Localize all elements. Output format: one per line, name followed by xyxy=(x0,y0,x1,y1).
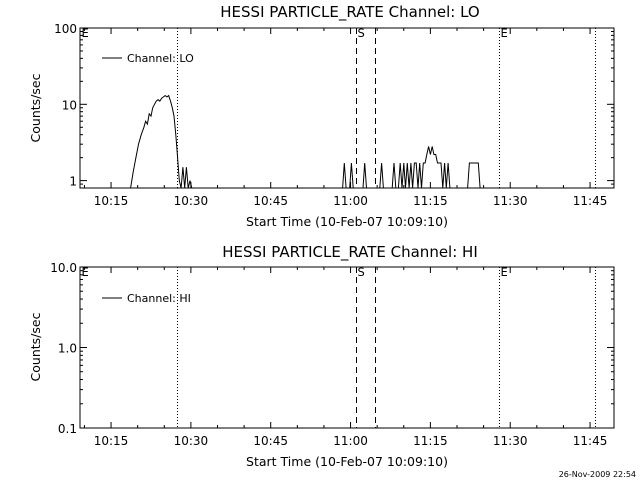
y-tick-label: 1.0 xyxy=(58,342,77,356)
marker-label: E xyxy=(501,26,508,40)
legend: Channel: LO xyxy=(102,52,194,65)
y-tick-label: 1 xyxy=(69,175,77,189)
x-axis-label: Start Time (10-Feb-07 10:09:10) xyxy=(246,214,448,229)
hi-channel-panel: HESSI PARTICLE_RATE Channel: HI E S E 10:1… xyxy=(28,243,615,469)
x-tick-label: 10:30 xyxy=(174,194,209,208)
x-tick-label: 11:30 xyxy=(493,194,528,208)
x-tick-label: 10:30 xyxy=(174,434,209,448)
y-tick-label: 10.0 xyxy=(50,261,77,275)
marker-label: S xyxy=(358,26,365,40)
x-tick-label: 11:00 xyxy=(333,194,368,208)
legend-label: Channel: HI xyxy=(127,292,191,305)
x-tick-label: 11:30 xyxy=(493,434,528,448)
x-tick-label: 10:15 xyxy=(94,194,129,208)
lo-channel-panel: HESSI PARTICLE_RATE Channel: LO E S E 10:1… xyxy=(28,3,615,229)
y-tick-label: 10 xyxy=(62,98,77,112)
marker-label: E xyxy=(82,265,89,279)
chart-title: HESSI PARTICLE_RATE Channel: HI xyxy=(222,243,478,262)
x-tick-label: 10:45 xyxy=(253,434,288,448)
footer-date: 26-Nov-2009 22:54 xyxy=(559,470,636,479)
y-tick-label: 0.1 xyxy=(58,422,77,436)
x-axis-label: Start Time (10-Feb-07 10:09:10) xyxy=(246,454,448,469)
y-axis-label: Counts/sec xyxy=(28,312,43,381)
marker-label: E xyxy=(82,26,89,40)
y-axis-label: Counts/sec xyxy=(28,73,43,142)
y-tick-label: 100 xyxy=(54,22,77,36)
x-tick-label: 11:15 xyxy=(413,194,448,208)
chart-title: HESSI PARTICLE_RATE Channel: LO xyxy=(220,3,479,22)
marker-label: S xyxy=(358,265,365,279)
x-tick-label: 11:00 xyxy=(333,434,368,448)
x-tick-label: 11:45 xyxy=(573,194,608,208)
x-tick-label: 10:45 xyxy=(253,194,288,208)
series-line xyxy=(130,94,194,189)
series-line xyxy=(342,146,481,189)
legend-label: Channel: LO xyxy=(127,52,194,65)
x-tick-label: 10:15 xyxy=(94,434,129,448)
legend: Channel: HI xyxy=(102,292,191,305)
x-tick-label: 11:15 xyxy=(413,434,448,448)
marker-label: E xyxy=(501,265,508,279)
x-tick-label: 11:45 xyxy=(573,434,608,448)
